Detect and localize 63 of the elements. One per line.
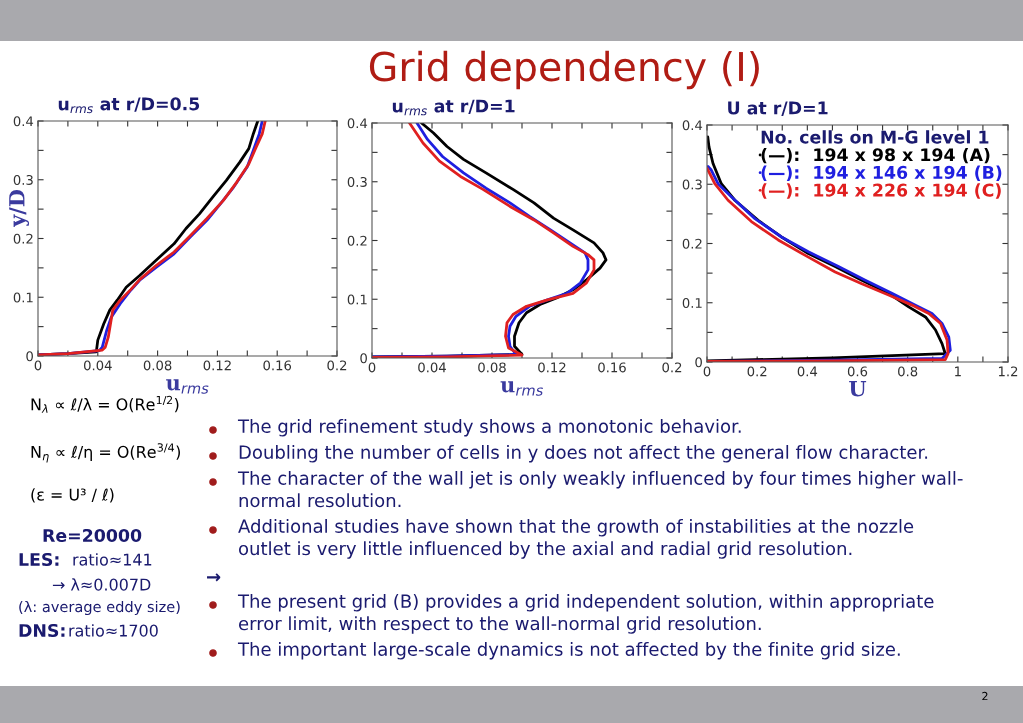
x-tick-label: 0 xyxy=(703,366,711,377)
chart-title: u$_{rms}$ at r/D=0.5 xyxy=(58,97,200,114)
y-tick-label: 0.4 xyxy=(13,116,34,127)
legend-label: (—): 194 x 98 x 194 (A) xyxy=(761,147,990,164)
x-tick-label: 1.2 xyxy=(998,366,1018,377)
x-tick-label: 0.2 xyxy=(747,366,767,377)
text: N$_{η}$ ∝ ℓ/η = O(Re$^{3/4}$) xyxy=(31,443,180,463)
y-tick-label: 0.3 xyxy=(347,176,367,187)
x-tick-label: 0.6 xyxy=(847,366,868,377)
text: Doubling the number of cells in y does not affect the general flow character. xyxy=(239,445,928,463)
x-tick-label: 0.12 xyxy=(203,360,231,371)
y-tick-label: 0.2 xyxy=(682,238,702,249)
text: → λ≈0.007D xyxy=(52,578,151,591)
x-tick-label: 0.4 xyxy=(797,366,818,377)
text: Additional studies have shown that the growth of instabilities at the nozzle outlet is very little influenced by the axial and radial grid resolution. xyxy=(238,519,914,559)
text: The important large-scale dynamics is not affected by the finite grid size. xyxy=(237,642,900,660)
y-tick-label: 0.3 xyxy=(682,179,702,190)
text: 2 xyxy=(982,691,988,701)
chart-title: U at r/D=1 xyxy=(728,101,828,116)
legend-label: (—): 194 x 146 x 194 (B) xyxy=(761,165,1002,182)
y-tick-label: 0.1 xyxy=(13,292,33,303)
y-tick-label: 0.1 xyxy=(682,297,702,308)
x-tick-label: 0 xyxy=(34,360,42,371)
x-tick-label: 0 xyxy=(368,362,376,373)
x-axis-title: U xyxy=(849,380,867,397)
text: DNS: xyxy=(19,623,65,638)
y-axis-title: y/D xyxy=(9,189,30,228)
text: Re=20000 xyxy=(43,528,142,543)
y-tick-label: 0.4 xyxy=(682,120,703,131)
text: (λ: average eddy size) xyxy=(19,600,180,616)
x-tick-label: 0.2 xyxy=(662,362,682,373)
text: → xyxy=(207,573,221,582)
text: N$_{λ}$ ∝ ℓ/λ = O(Re$^{1/2}$) xyxy=(31,395,179,413)
x-tick-label: 0.12 xyxy=(538,362,566,373)
y-tick-label: 0 xyxy=(360,353,367,364)
x-tick-label: 0.16 xyxy=(263,360,292,371)
x-tick-label: 0.08 xyxy=(143,360,172,371)
x-tick-label: 0.04 xyxy=(83,360,112,371)
y-tick-label: 0.4 xyxy=(347,118,368,129)
y-tick-label: 0.2 xyxy=(347,235,367,246)
y-tick-label: 0.3 xyxy=(13,174,33,185)
x-tick-label: 1 xyxy=(955,366,961,377)
x-tick-label: 0.16 xyxy=(598,362,626,373)
x-tick-label: 0.8 xyxy=(898,366,918,377)
text: The present grid (B) provides a grid independent solution, within appropriate error limit, with respect to the wall-normal grid resolution. xyxy=(237,594,934,634)
text: (ε = U³ / ℓ) xyxy=(31,488,114,503)
y-tick-label: 0 xyxy=(26,351,33,362)
text: ratio≈141 xyxy=(73,553,152,566)
text: The grid refinement study shows a monotonic behavior. xyxy=(237,419,741,437)
text: ratio≈1700 xyxy=(69,624,158,637)
x-tick-label: 0.08 xyxy=(478,362,506,373)
text: The character of the wall jet is only weakly influenced by four times higher wall- normal resolution. xyxy=(237,471,963,508)
y-tick-label: 0.2 xyxy=(13,233,33,244)
chart-title: u$_{rms}$ at r/D=1 xyxy=(392,99,515,116)
y-tick-label: 0.1 xyxy=(347,294,367,305)
x-axis-title: u$_{rms}$ xyxy=(166,379,209,394)
legend-label: (—): 194 x 226 x 194 (C) xyxy=(761,183,1001,199)
x-axis-title: u$_{rms}$ xyxy=(500,381,543,396)
x-tick-label: 0.2 xyxy=(327,360,347,371)
legend-title: No. cells on M-G level 1 xyxy=(761,130,989,144)
text: LES: xyxy=(19,552,59,567)
text: Grid dependency (I) xyxy=(369,50,759,90)
x-tick-label: 0.04 xyxy=(418,362,446,373)
